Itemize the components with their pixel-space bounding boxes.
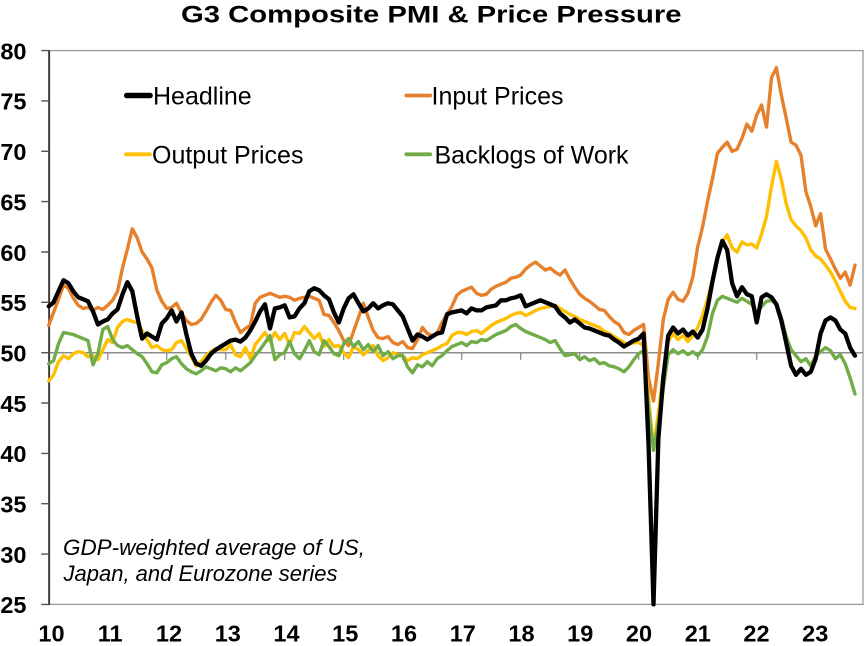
svg-text:14: 14	[273, 621, 299, 646]
svg-text:70: 70	[0, 139, 26, 165]
svg-text:23: 23	[802, 621, 828, 646]
svg-text:80: 80	[0, 38, 26, 64]
svg-text:22: 22	[743, 621, 769, 646]
svg-text:Japan, and Eurozone series: Japan, and Eurozone series	[62, 561, 337, 586]
svg-text:15: 15	[332, 621, 358, 646]
svg-text:11: 11	[98, 621, 123, 646]
svg-text:Backlogs of Work: Backlogs of Work	[435, 141, 630, 169]
svg-text:Input Prices: Input Prices	[432, 83, 564, 111]
svg-text:30: 30	[0, 542, 26, 568]
svg-text:35: 35	[0, 492, 26, 518]
svg-text:Output Prices: Output Prices	[152, 141, 303, 169]
svg-text:13: 13	[215, 621, 241, 646]
svg-text:60: 60	[0, 240, 26, 266]
svg-text:16: 16	[391, 621, 417, 646]
svg-text:GDP-weighted average of US,: GDP-weighted average of US,	[63, 535, 365, 560]
svg-text:18: 18	[508, 621, 534, 646]
svg-text:21: 21	[685, 621, 711, 646]
svg-text:55: 55	[0, 290, 26, 316]
svg-text:50: 50	[0, 341, 26, 367]
svg-text:40: 40	[0, 441, 26, 467]
svg-text:17: 17	[450, 621, 476, 646]
svg-text:20: 20	[626, 621, 652, 646]
svg-text:Headline: Headline	[153, 83, 252, 111]
svg-text:10: 10	[38, 621, 64, 646]
svg-text:25: 25	[0, 592, 26, 618]
svg-text:65: 65	[0, 189, 26, 215]
svg-text:G3 Composite PMI & Price Press: G3 Composite PMI & Price Pressure	[181, 2, 682, 29]
svg-text:75: 75	[0, 89, 26, 115]
svg-text:45: 45	[0, 391, 26, 417]
svg-text:12: 12	[156, 621, 182, 646]
svg-text:19: 19	[567, 621, 593, 646]
